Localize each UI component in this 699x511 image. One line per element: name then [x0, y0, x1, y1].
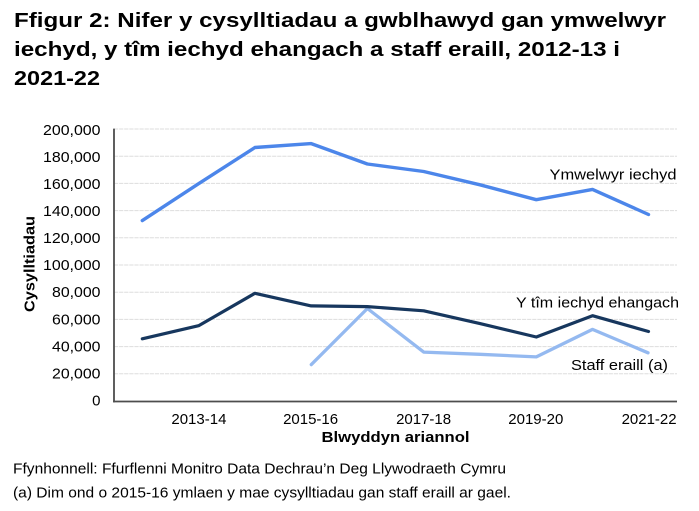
svg-text:iechyd, y tîm iechyd ehangach: iechyd, y tîm iechyd ehangach a staff er… — [14, 39, 620, 61]
svg-text:2021-22: 2021-22 — [622, 411, 677, 428]
svg-text:0: 0 — [92, 392, 100, 409]
svg-text:2013-14: 2013-14 — [171, 411, 226, 428]
svg-text:Staff eraill (a): Staff eraill (a) — [571, 357, 668, 374]
svg-text:120,000: 120,000 — [43, 230, 101, 247]
svg-text:80,000: 80,000 — [52, 284, 101, 301]
svg-text:160,000: 160,000 — [43, 176, 101, 193]
svg-text:40,000: 40,000 — [52, 338, 101, 355]
svg-text:Cysylltiadau: Cysylltiadau — [22, 216, 39, 312]
svg-text:180,000: 180,000 — [43, 149, 101, 166]
svg-text:Ymwelwyr iechyd: Ymwelwyr iechyd — [550, 167, 677, 184]
svg-text:(a) Dim ond o 2015-16 ymlaen y: (a) Dim ond o 2015-16 ymlaen y mae cysyl… — [13, 485, 511, 502]
svg-text:2019-20: 2019-20 — [508, 411, 563, 428]
svg-text:Ffigur 2: Nifer y cysylltiadau: Ffigur 2: Nifer y cysylltiadau a gwblhaw… — [14, 10, 666, 32]
svg-text:200,000: 200,000 — [43, 122, 101, 139]
svg-text:Blwyddyn ariannol: Blwyddyn ariannol — [322, 429, 470, 446]
svg-text:Ffynhonnell: Ffurflenni Monitr: Ffynhonnell: Ffurflenni Monitro Data Dec… — [13, 461, 506, 478]
svg-text:100,000: 100,000 — [43, 257, 101, 274]
svg-text:140,000: 140,000 — [43, 203, 101, 220]
svg-text:60,000: 60,000 — [52, 311, 101, 328]
svg-text:2017-18: 2017-18 — [396, 411, 451, 428]
svg-text:20,000: 20,000 — [52, 365, 101, 382]
svg-text:Y tîm iechyd ehangach: Y tîm iechyd ehangach — [516, 295, 679, 312]
svg-text:2015-16: 2015-16 — [283, 411, 338, 428]
svg-text:2021-22: 2021-22 — [14, 68, 100, 90]
